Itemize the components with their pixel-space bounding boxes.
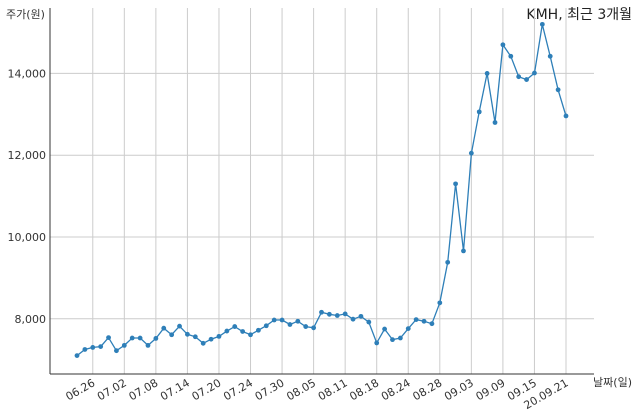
data-point (532, 70, 537, 76)
data-point (461, 248, 466, 254)
x-tick-label: 07.20 (190, 376, 224, 403)
x-tick-label: 08.18 (347, 376, 381, 403)
data-point (453, 181, 458, 187)
data-point (137, 335, 143, 341)
data-point (421, 318, 427, 324)
data-point (216, 333, 222, 339)
data-point (145, 342, 151, 348)
x-tick-label: 08.24 (379, 376, 413, 403)
data-point (413, 317, 419, 323)
data-point (319, 309, 324, 315)
data-point (82, 347, 88, 352)
data-point (311, 325, 317, 331)
data-point (256, 327, 261, 333)
data-point (224, 328, 230, 334)
data-point (437, 300, 443, 306)
price-line (76, 24, 567, 357)
data-point (358, 313, 364, 319)
data-point (429, 321, 435, 327)
y-axis-label: 주가(원) (6, 8, 45, 21)
data-point (382, 326, 387, 332)
x-tick-label: 06.26 (63, 376, 97, 403)
data-point (547, 53, 553, 59)
x-tick-label: 07.30 (253, 376, 287, 403)
data-point (445, 259, 451, 265)
data-point (74, 353, 80, 358)
y-tick-label: 14,000 (8, 67, 47, 80)
data-point (303, 324, 309, 329)
data-point (326, 311, 332, 317)
data-point (263, 323, 269, 329)
data-point (563, 113, 569, 119)
y-tick-label: 10,000 (8, 231, 47, 244)
data-point (153, 336, 159, 341)
x-tick-label: 07.02 (95, 376, 129, 403)
data-point (161, 325, 167, 331)
x-axis-label: 날짜(일) (593, 376, 632, 389)
data-point (287, 322, 293, 327)
data-point (334, 313, 340, 318)
data-point (240, 329, 246, 334)
data-point (342, 311, 348, 317)
data-point (98, 344, 104, 350)
x-tick-label: 09.09 (474, 376, 508, 403)
data-point (232, 324, 238, 329)
x-tick-label: 07.24 (221, 376, 255, 403)
data-point (114, 348, 119, 354)
data-point (555, 87, 561, 93)
data-point (397, 335, 403, 341)
data-point (121, 342, 127, 348)
data-point (492, 120, 498, 125)
data-point (366, 319, 372, 325)
x-tick-label: 08.11 (316, 376, 350, 403)
data-point (271, 317, 277, 323)
data-point (90, 345, 96, 350)
data-point (106, 335, 111, 341)
data-point (185, 331, 190, 337)
data-point (350, 316, 356, 322)
chart-title: KMH, 최근 3개월 (526, 7, 632, 23)
data-point (208, 336, 214, 342)
data-point (524, 77, 529, 82)
y-tick-label: 8,000 (15, 313, 47, 326)
x-tick-label: 09.03 (442, 376, 476, 403)
y-tick-label: 12,000 (8, 149, 47, 162)
data-point (129, 335, 135, 341)
x-tick-label: 07.08 (127, 376, 161, 403)
data-point (177, 323, 182, 329)
data-point (192, 334, 198, 340)
data-point (468, 150, 474, 156)
x-tick-label: 08.28 (411, 376, 445, 403)
data-point (295, 318, 301, 324)
data-point (539, 21, 545, 27)
data-point (484, 71, 490, 76)
x-tick-label: 07.14 (158, 376, 192, 403)
x-tick-label: 08.05 (284, 376, 318, 403)
data-point (476, 109, 482, 115)
data-point (508, 53, 514, 59)
data-point (500, 42, 506, 48)
data-point (279, 317, 285, 323)
data-point (248, 332, 253, 338)
data-point (200, 340, 206, 346)
data-point (169, 332, 175, 338)
data-point (390, 337, 395, 343)
data-point (374, 340, 380, 346)
data-point (405, 326, 411, 332)
data-point (516, 74, 522, 80)
